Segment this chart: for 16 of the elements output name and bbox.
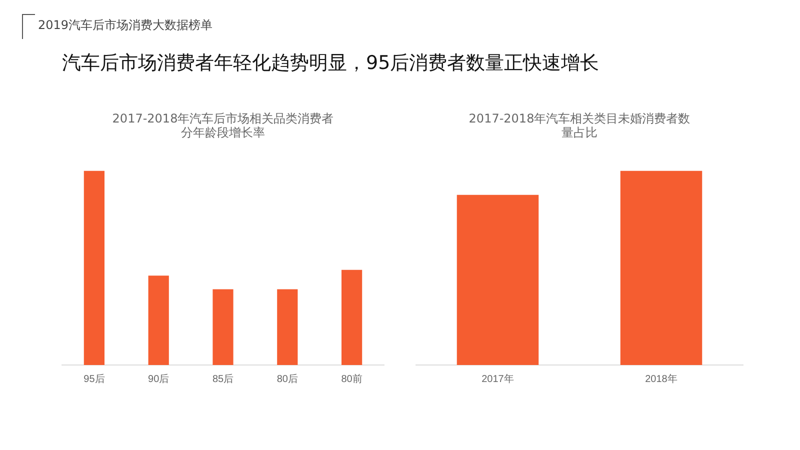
text: 2019汽车后市场消费大数据榜单 — [38, 17, 213, 34]
x-tick-label: 80前 — [341, 372, 362, 385]
x-tick-label: 2018年 — [645, 372, 678, 385]
x-tick-label: 85后 — [212, 372, 234, 385]
bar — [84, 170, 105, 365]
bar — [277, 289, 298, 365]
x-tick-label: 90后 — [148, 372, 170, 385]
bar — [212, 289, 234, 365]
chart-title: 2017-2018年汽车相关类目未婚消费者数量占比 — [468, 111, 690, 140]
bar — [148, 276, 169, 365]
x-tick-label: 80后 — [276, 372, 298, 385]
bar — [341, 270, 362, 365]
x-tick-label: 95后 — [84, 372, 105, 385]
x-tick-label: 2017年 — [482, 372, 514, 385]
chart-title: 2017-2018年汽车后市场相关品类消费者分年龄段增长率 — [112, 111, 334, 140]
text: 汽车后市场消费者年轻化趋势明显，95后消费者数量正快速增长 — [62, 51, 600, 76]
